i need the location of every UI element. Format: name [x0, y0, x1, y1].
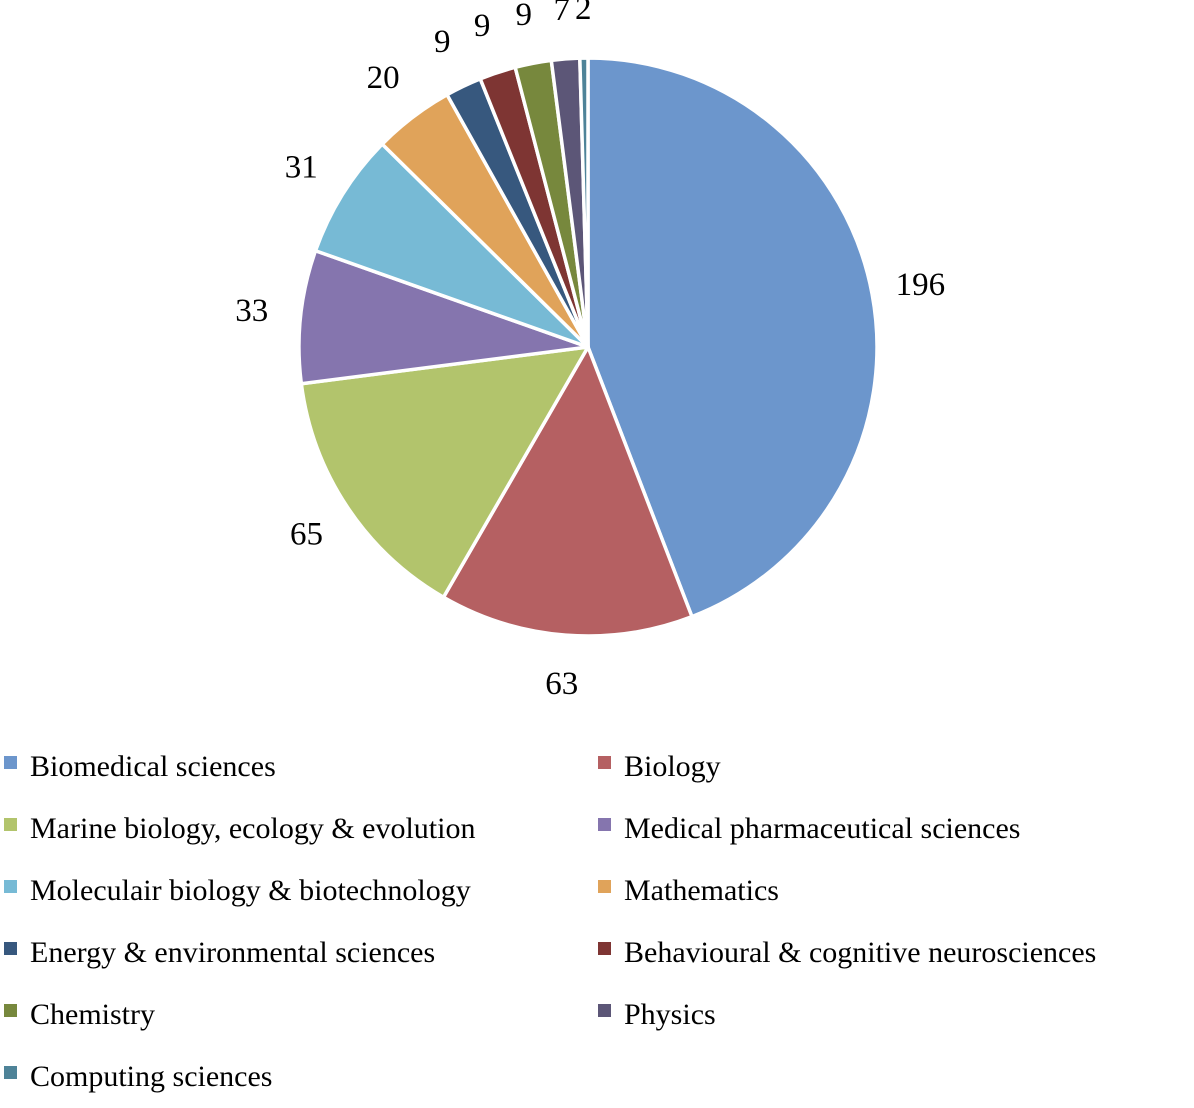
legend-swatch-icon — [4, 817, 17, 831]
slice-value-label-chemistry: 9 — [516, 0, 533, 33]
pie-slice-biology — [441, 345, 694, 638]
legend-item-behavioural-and-cognitive-neurosciences: Behavioural & cognitive neurosciences — [598, 922, 1190, 984]
legend-swatch-icon — [598, 1003, 611, 1017]
slice-value-label-biology: 63 — [545, 666, 578, 702]
legend-label: Biomedical sciences — [30, 750, 276, 783]
slice-value-label-energy-and-environmental-sciences: 9 — [434, 24, 451, 60]
legend-item-computing-sciences: Computing sciences — [4, 1046, 598, 1108]
legend-item-biology: Biology — [598, 736, 1190, 798]
legend-swatch-icon — [4, 879, 17, 893]
legend-swatch-icon — [598, 755, 611, 769]
legend-swatch-icon — [598, 879, 611, 893]
slice-value-label-medical-pharmaceutical-sciences: 33 — [235, 293, 268, 329]
slice-value-label-marine-biology-ecology-and-evolution: 65 — [290, 516, 323, 552]
legend-swatch-icon — [4, 1003, 17, 1017]
legend-swatch-icon — [4, 755, 17, 769]
slice-value-label-moleculair-biology-and-biotechnology: 31 — [285, 150, 318, 186]
pie-slice-marine-biology-ecology-and-evolution — [299, 345, 590, 600]
legend-item-moleculair-biology-and-biotechnology: Moleculair biology & biotechnology — [4, 860, 598, 922]
legend-swatch-icon — [4, 1065, 17, 1079]
slice-value-label-biomedical-sciences: 196 — [896, 267, 946, 303]
slice-value-label-mathematics: 20 — [367, 60, 400, 96]
legend-label: Computing sciences — [30, 1060, 273, 1093]
legend-item-marine-biology-ecology-and-evolution: Marine biology, ecology & evolution — [4, 798, 598, 860]
legend-label: Biology — [624, 750, 721, 783]
legend-label: Marine biology, ecology & evolution — [30, 812, 476, 845]
chart-area: 196 63 65 33 31 20 9 9 9 7 2 — [235, 0, 946, 702]
legend-item-mathematics: Mathematics — [598, 860, 1190, 922]
pie-slice-computing-sciences — [578, 56, 590, 349]
legend-item-biomedical-sciences: Biomedical sciences — [4, 736, 598, 798]
legend-label: Chemistry — [30, 998, 155, 1031]
slice-value-label-physics: 7 — [553, 0, 570, 28]
legend-swatch-icon — [598, 941, 611, 955]
legend-swatch-icon — [598, 817, 611, 831]
chart-legend: Biomedical sciences Biology Marine biology… — [4, 736, 1190, 1108]
legend-label: Behavioural & cognitive neurosciences — [624, 936, 1097, 969]
legend-item-physics: Physics — [598, 984, 1190, 1046]
legend-label: Physics — [624, 998, 716, 1031]
slice-value-label-behavioural-and-cognitive-neurosciences: 9 — [474, 8, 491, 44]
legend-item-energy-and-environmental-sciences: Energy & environmental sciences — [4, 922, 598, 984]
legend-label: Moleculair biology & biotechnology — [30, 874, 471, 907]
legend-swatch-icon — [4, 941, 17, 955]
legend-label: Mathematics — [624, 874, 779, 907]
pie-slice-moleculair-biology-and-biotechnology — [313, 142, 590, 349]
pie-slice-medical-pharmaceutical-sciences — [297, 248, 590, 386]
slice-value-label-computing-sciences: 2 — [575, 0, 592, 27]
legend-item-chemistry: Chemistry — [4, 984, 598, 1046]
legend-item-medical-pharmaceutical-sciences: Medical pharmaceutical sciences — [598, 798, 1190, 860]
legend-label: Energy & environmental sciences — [30, 936, 436, 969]
legend-label: Medical pharmaceutical sciences — [624, 812, 1021, 845]
pie-slice-biomedical-sciences — [586, 56, 879, 619]
